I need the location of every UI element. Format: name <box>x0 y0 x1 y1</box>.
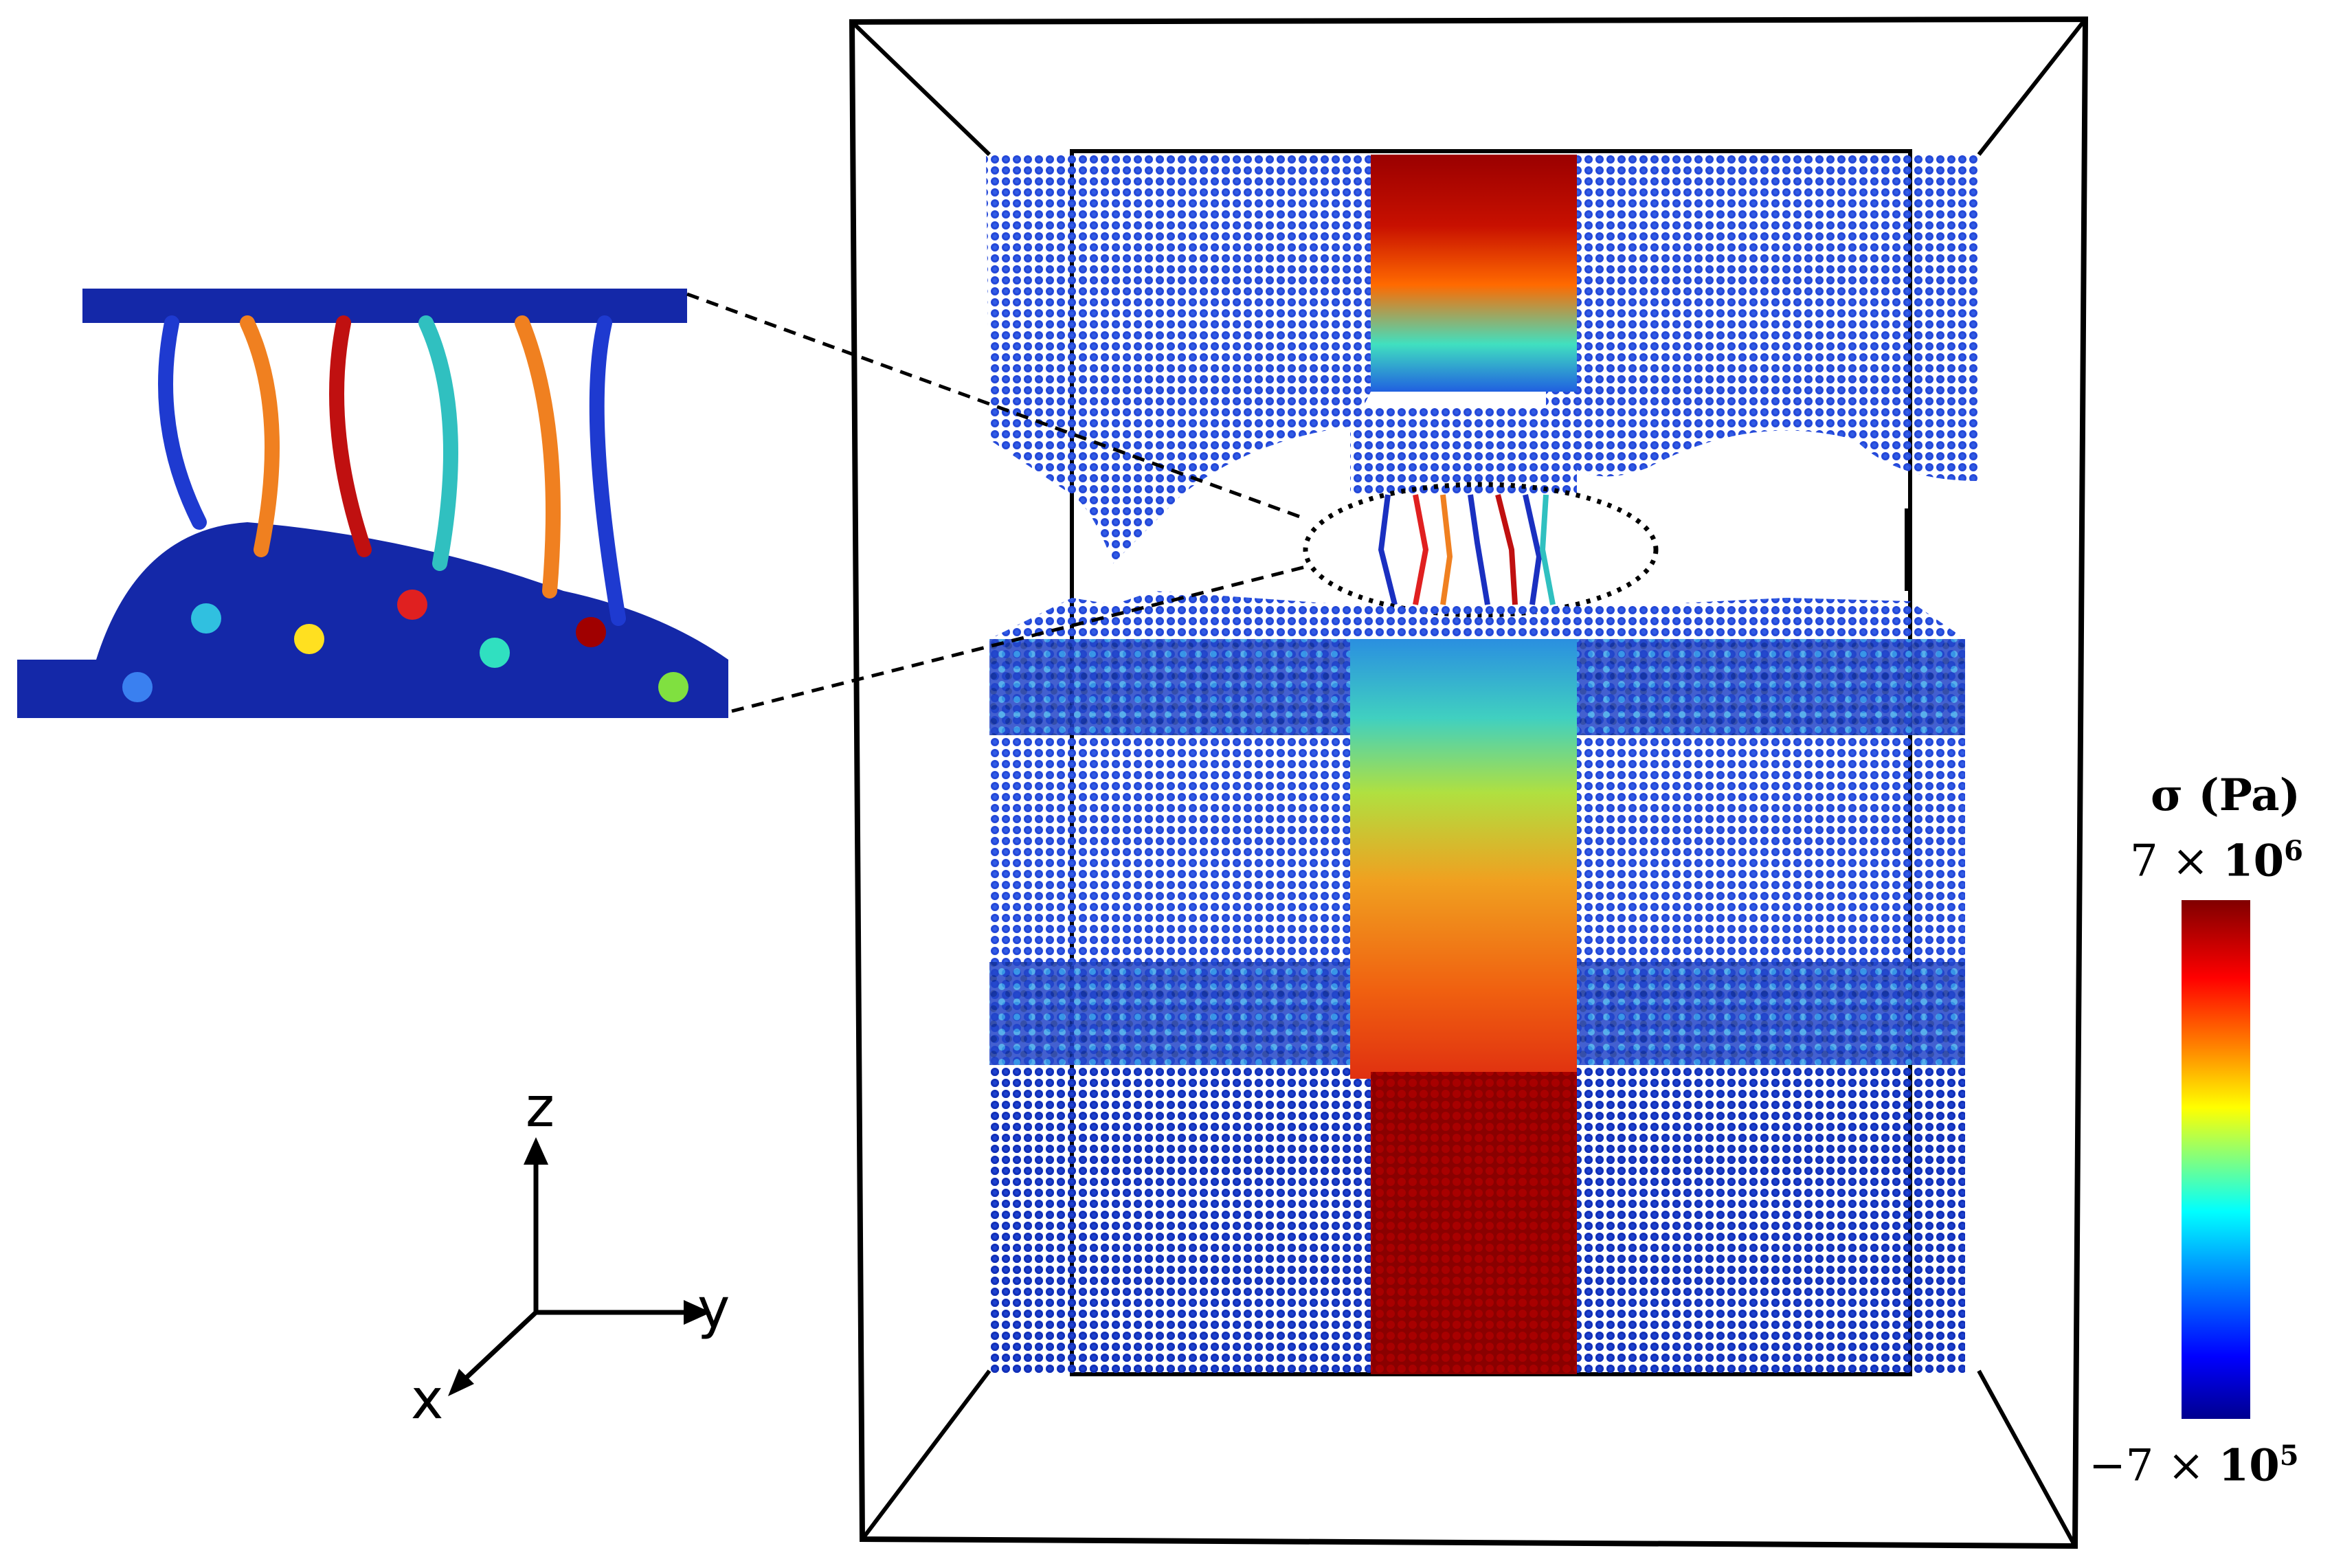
x-arrowhead <box>448 1369 474 1396</box>
upper-red-column <box>1371 155 1577 392</box>
box-edge <box>860 1369 991 1541</box>
x-axis-arrow <box>457 1310 538 1387</box>
colorbar-min-label: −7 × 105 <box>2089 1440 2299 1491</box>
lower-red-column <box>1371 1072 1577 1374</box>
box-edge <box>1977 18 2087 156</box>
colorbar-max-coeff: 7 × <box>2130 836 2209 887</box>
z-arrowhead <box>524 1137 548 1165</box>
inset-lower-particles <box>17 522 728 718</box>
fracture-bonds <box>1378 494 1556 605</box>
box-edge <box>1977 1369 2077 1547</box>
z-axis-label: z <box>526 1075 554 1139</box>
inset-upper-particles <box>82 289 687 323</box>
colorbar-max-label: 7 × 106 <box>2130 835 2303 886</box>
colorbar-max-base: 10 <box>2223 835 2285 887</box>
neck-block <box>1350 405 1577 495</box>
zoom-connector-line <box>731 565 1306 713</box>
inset-particle-chains <box>158 315 626 626</box>
axis-triad <box>448 1137 711 1396</box>
x-axis-label: x <box>411 1367 444 1431</box>
colorbar-title: σ (Pa) <box>2151 770 2300 821</box>
upper-particle-block <box>986 155 1979 563</box>
colorbar-gradient <box>2182 900 2250 1419</box>
colorbar-min-exponent: 5 <box>2279 1440 2299 1472</box>
inset-accent-particles <box>122 590 688 702</box>
lower-particle-block <box>989 591 1965 1374</box>
box-edge <box>850 20 991 157</box>
zoom-connector-line <box>686 292 1306 521</box>
colorbar-max-exponent: 6 <box>2284 835 2303 867</box>
lower-stress-column <box>1350 639 1577 1079</box>
y-axis-label: y <box>697 1277 730 1341</box>
colorbar-min-base: 10 <box>2218 1440 2280 1492</box>
neck-region <box>1303 405 1659 618</box>
y-arrowhead <box>684 1300 711 1325</box>
zoom-inset <box>17 289 1306 718</box>
colorbar-min-coeff: −7 × <box>2089 1440 2205 1492</box>
